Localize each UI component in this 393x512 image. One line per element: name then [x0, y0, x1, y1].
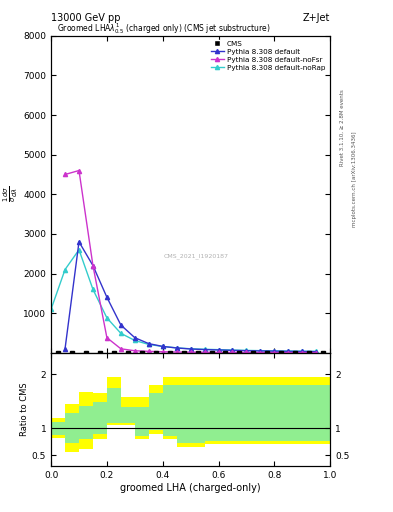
Legend: CMS, Pythia 8.308 default, Pythia 8.308 default-noFsr, Pythia 8.308 default-noRa: CMS, Pythia 8.308 default, Pythia 8.308 … — [209, 39, 327, 72]
X-axis label: groomed LHA (charged-only): groomed LHA (charged-only) — [120, 482, 261, 493]
Y-axis label: Ratio to CMS: Ratio to CMS — [20, 382, 29, 436]
Text: Z+Jet: Z+Jet — [303, 13, 330, 23]
Text: Rivet 3.1.10, ≥ 2.8M events: Rivet 3.1.10, ≥ 2.8M events — [340, 90, 345, 166]
Text: Groomed LHA$\lambda^1_{0.5}$ (charged only) (CMS jet substructure): Groomed LHA$\lambda^1_{0.5}$ (charged on… — [57, 21, 270, 36]
Text: 13000 GeV pp: 13000 GeV pp — [51, 13, 121, 23]
Text: CMS_2021_I1920187: CMS_2021_I1920187 — [164, 253, 229, 260]
Y-axis label: $\frac{1}{\sigma}\frac{d\sigma}{d\lambda}$: $\frac{1}{\sigma}\frac{d\sigma}{d\lambda… — [2, 186, 20, 202]
Text: mcplots.cern.ch [arXiv:1306.3436]: mcplots.cern.ch [arXiv:1306.3436] — [352, 132, 357, 227]
